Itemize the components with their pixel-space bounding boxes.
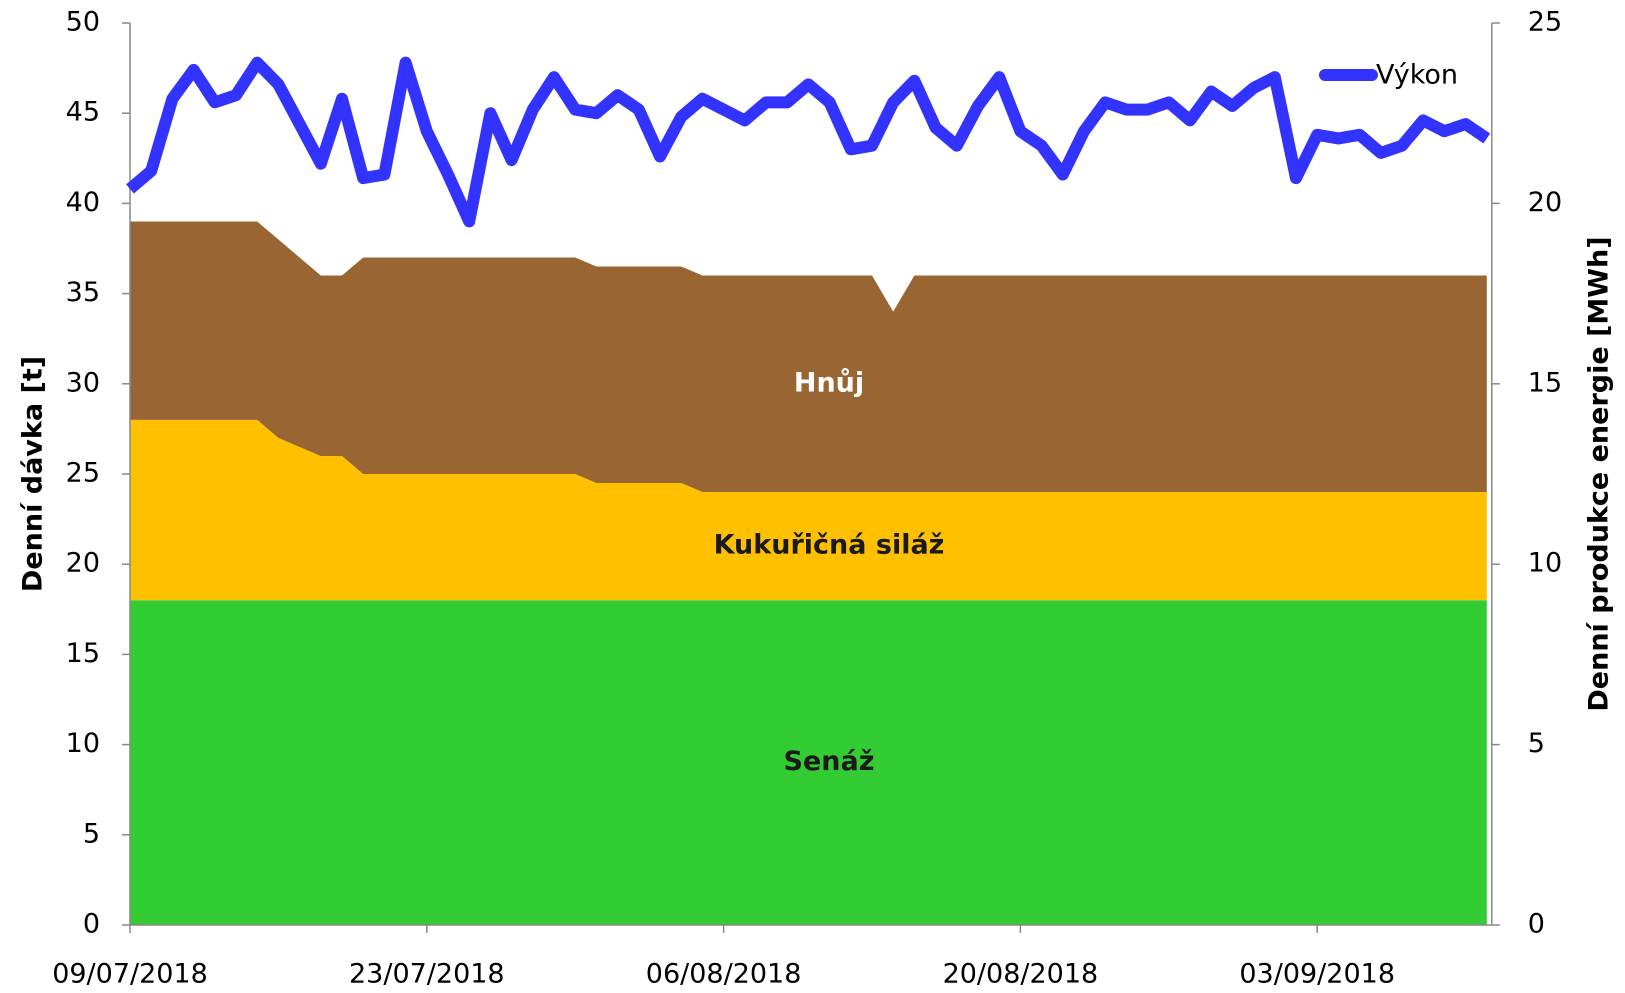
x-tick-label: 20/08/2018	[943, 959, 1099, 990]
y-tick-label: 35	[66, 277, 100, 308]
x-tick-label: 09/07/2018	[52, 959, 208, 990]
x-tick-label: 23/07/2018	[349, 959, 505, 990]
y-tick-label: 20	[66, 548, 100, 579]
y-tick-label: 30	[66, 367, 100, 398]
y-tick-label: 0	[83, 909, 100, 940]
y2-tick-label: 5	[1528, 728, 1545, 759]
y-tick-label: 5	[83, 818, 100, 849]
y-tick-label: 15	[66, 638, 100, 669]
y2-tick-label: 20	[1528, 187, 1562, 218]
area	[130, 221, 1487, 493]
y-axis-title: Denní dávka [t]	[18, 356, 49, 592]
area	[130, 600, 1487, 925]
area-label: Hnůj	[794, 367, 864, 398]
line	[126, 56, 1491, 228]
y-tick-label: 50	[66, 7, 100, 38]
x-tick-label: 03/09/2018	[1239, 959, 1395, 990]
y2-tick-label: 0	[1528, 909, 1545, 940]
area-label: Senáž	[784, 746, 875, 777]
y-tick-label: 40	[66, 187, 100, 218]
y2-axis-title: Denní produkce energie [MWh]	[1584, 236, 1615, 711]
y-tick-label: 45	[66, 97, 100, 128]
y-tick-label: 10	[66, 728, 100, 759]
area-label: Kukuřičná siláž	[714, 530, 945, 561]
area	[130, 419, 1487, 601]
x-tick-label: 06/08/2018	[646, 959, 802, 990]
y2-tick-label: 10	[1528, 548, 1562, 579]
legend-label: Výkon	[1376, 60, 1458, 91]
y2-tick-label: 25	[1528, 7, 1562, 38]
y-tick-label: 25	[66, 458, 100, 489]
y2-tick-label: 15	[1528, 367, 1562, 398]
